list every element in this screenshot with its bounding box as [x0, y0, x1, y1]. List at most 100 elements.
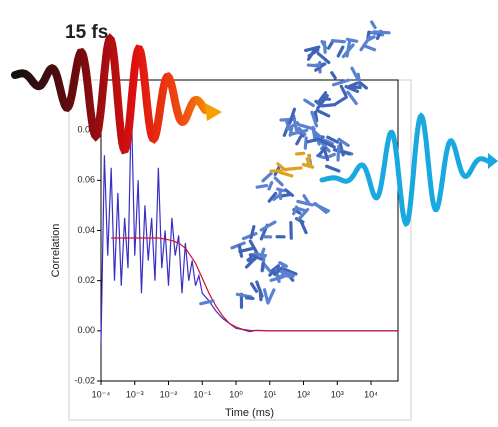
dna-bond: [346, 90, 358, 106]
dna-bond: [246, 257, 257, 262]
x-tick-label: 10⁻²: [160, 389, 178, 399]
dna-bond: [301, 162, 315, 169]
dna-bond: [303, 136, 308, 150]
x-tick-label: 10²: [297, 389, 310, 399]
dna-bond: [273, 176, 284, 187]
dna-bond: [310, 110, 319, 128]
dna-bond: [325, 164, 341, 173]
dna-bond: [238, 246, 256, 254]
dna-bond: [332, 148, 352, 156]
dna-bond: [336, 45, 345, 58]
dna-bond: [249, 225, 256, 240]
dna-bond: [320, 103, 337, 108]
dna-bond: [255, 183, 269, 189]
dna-bond: [372, 30, 391, 35]
arrow-head: [488, 153, 498, 169]
dna-bond: [319, 97, 332, 101]
x-tick-label: 10¹: [263, 389, 276, 399]
decoration: [11, 20, 498, 309]
dna-bond: [297, 126, 307, 136]
x-tick-label: 10⁴: [364, 389, 378, 399]
dna-bond: [312, 202, 331, 213]
dna-bond: [262, 262, 272, 273]
dna-bond: [330, 71, 337, 80]
dna-bond: [245, 296, 255, 301]
dna-bond: [323, 138, 334, 146]
dna-bond: [319, 138, 336, 149]
dna-bond: [370, 20, 377, 30]
laser-pulse: [319, 112, 493, 227]
dna-bond: [284, 166, 303, 171]
dna-bond: [279, 270, 293, 276]
dna-bond: [313, 110, 319, 123]
plot-area: -0.02 0.00 0.02 0.04 0.06 0.08 10⁻⁴ 10⁻³ 10⁻² 10⁻…: [50, 79, 399, 419]
dna-bond: [279, 193, 292, 198]
dna-bond: [345, 37, 359, 43]
dna-bond: [259, 220, 277, 232]
dna-bond: [294, 151, 306, 156]
dna-bond: [260, 262, 265, 273]
dna-bond: [322, 147, 330, 162]
dna-bond: [296, 206, 307, 213]
dna-bond: [283, 188, 295, 197]
dna-bond: [316, 51, 331, 65]
dna-bond: [326, 135, 339, 144]
dna-bond: [297, 208, 310, 221]
dna-bond: [359, 81, 368, 90]
dna-bond: [327, 40, 335, 50]
dna-bond: [346, 81, 359, 89]
dna-bond: [325, 152, 337, 159]
arrow-head: [205, 103, 222, 121]
dna-bond: [272, 193, 281, 201]
y-tick-label: 0.06: [77, 175, 95, 185]
dna-bond: [278, 170, 294, 178]
dna-bond: [290, 128, 309, 136]
dna-bond: [350, 66, 360, 81]
dna-bond: [199, 299, 215, 306]
dna-bond: [320, 39, 328, 50]
dna-bond: [286, 121, 300, 131]
dna-bond: [248, 239, 260, 257]
dna-bond: [307, 48, 320, 58]
dna-bond: [266, 288, 276, 305]
y-axis-label: Correlation: [50, 224, 62, 278]
y-tick-label: 0.08: [77, 125, 95, 135]
x-axis-label: Time (ms): [225, 407, 274, 419]
dna-bond: [334, 95, 348, 106]
dna-bond: [273, 267, 283, 276]
dna-bond: [235, 292, 253, 299]
dna-bond: [306, 63, 321, 68]
dna-bond: [337, 137, 350, 148]
dna-bond: [304, 45, 321, 53]
dna-bond: [306, 136, 324, 144]
dna-bond: [330, 39, 346, 44]
dna-bond: [356, 72, 362, 90]
dna-bond: [336, 144, 341, 162]
dna-bond: [237, 244, 244, 258]
dna-bond: [267, 191, 278, 203]
series-line: [100, 105, 398, 344]
x-tick-label: 10⁻⁴: [92, 389, 111, 399]
dna-bond: [303, 98, 315, 108]
dna-bond: [312, 129, 322, 139]
dna-bond: [296, 199, 314, 207]
x-tick-label: 10³: [331, 389, 344, 399]
x-tick-label: 10⁻³: [126, 389, 144, 399]
dna-bond: [315, 108, 331, 118]
dna-bond: [288, 107, 297, 125]
dna-bond: [276, 187, 285, 193]
dna-bond: [281, 267, 298, 276]
series-line: [111, 237, 398, 332]
y-tick-label: 0.02: [77, 275, 95, 285]
dna-bond: [362, 44, 377, 52]
x-tick-label: 10⁻¹: [193, 389, 211, 399]
annotation: 15 fs: [65, 22, 108, 43]
dna-bond: [249, 282, 258, 293]
dna-bond: [331, 78, 351, 87]
dna-bond: [276, 162, 287, 172]
dna-bond: [259, 247, 266, 258]
dna-bond: [339, 84, 348, 97]
y-tick-label: -0.02: [74, 375, 95, 385]
dna-bond: [317, 146, 327, 157]
